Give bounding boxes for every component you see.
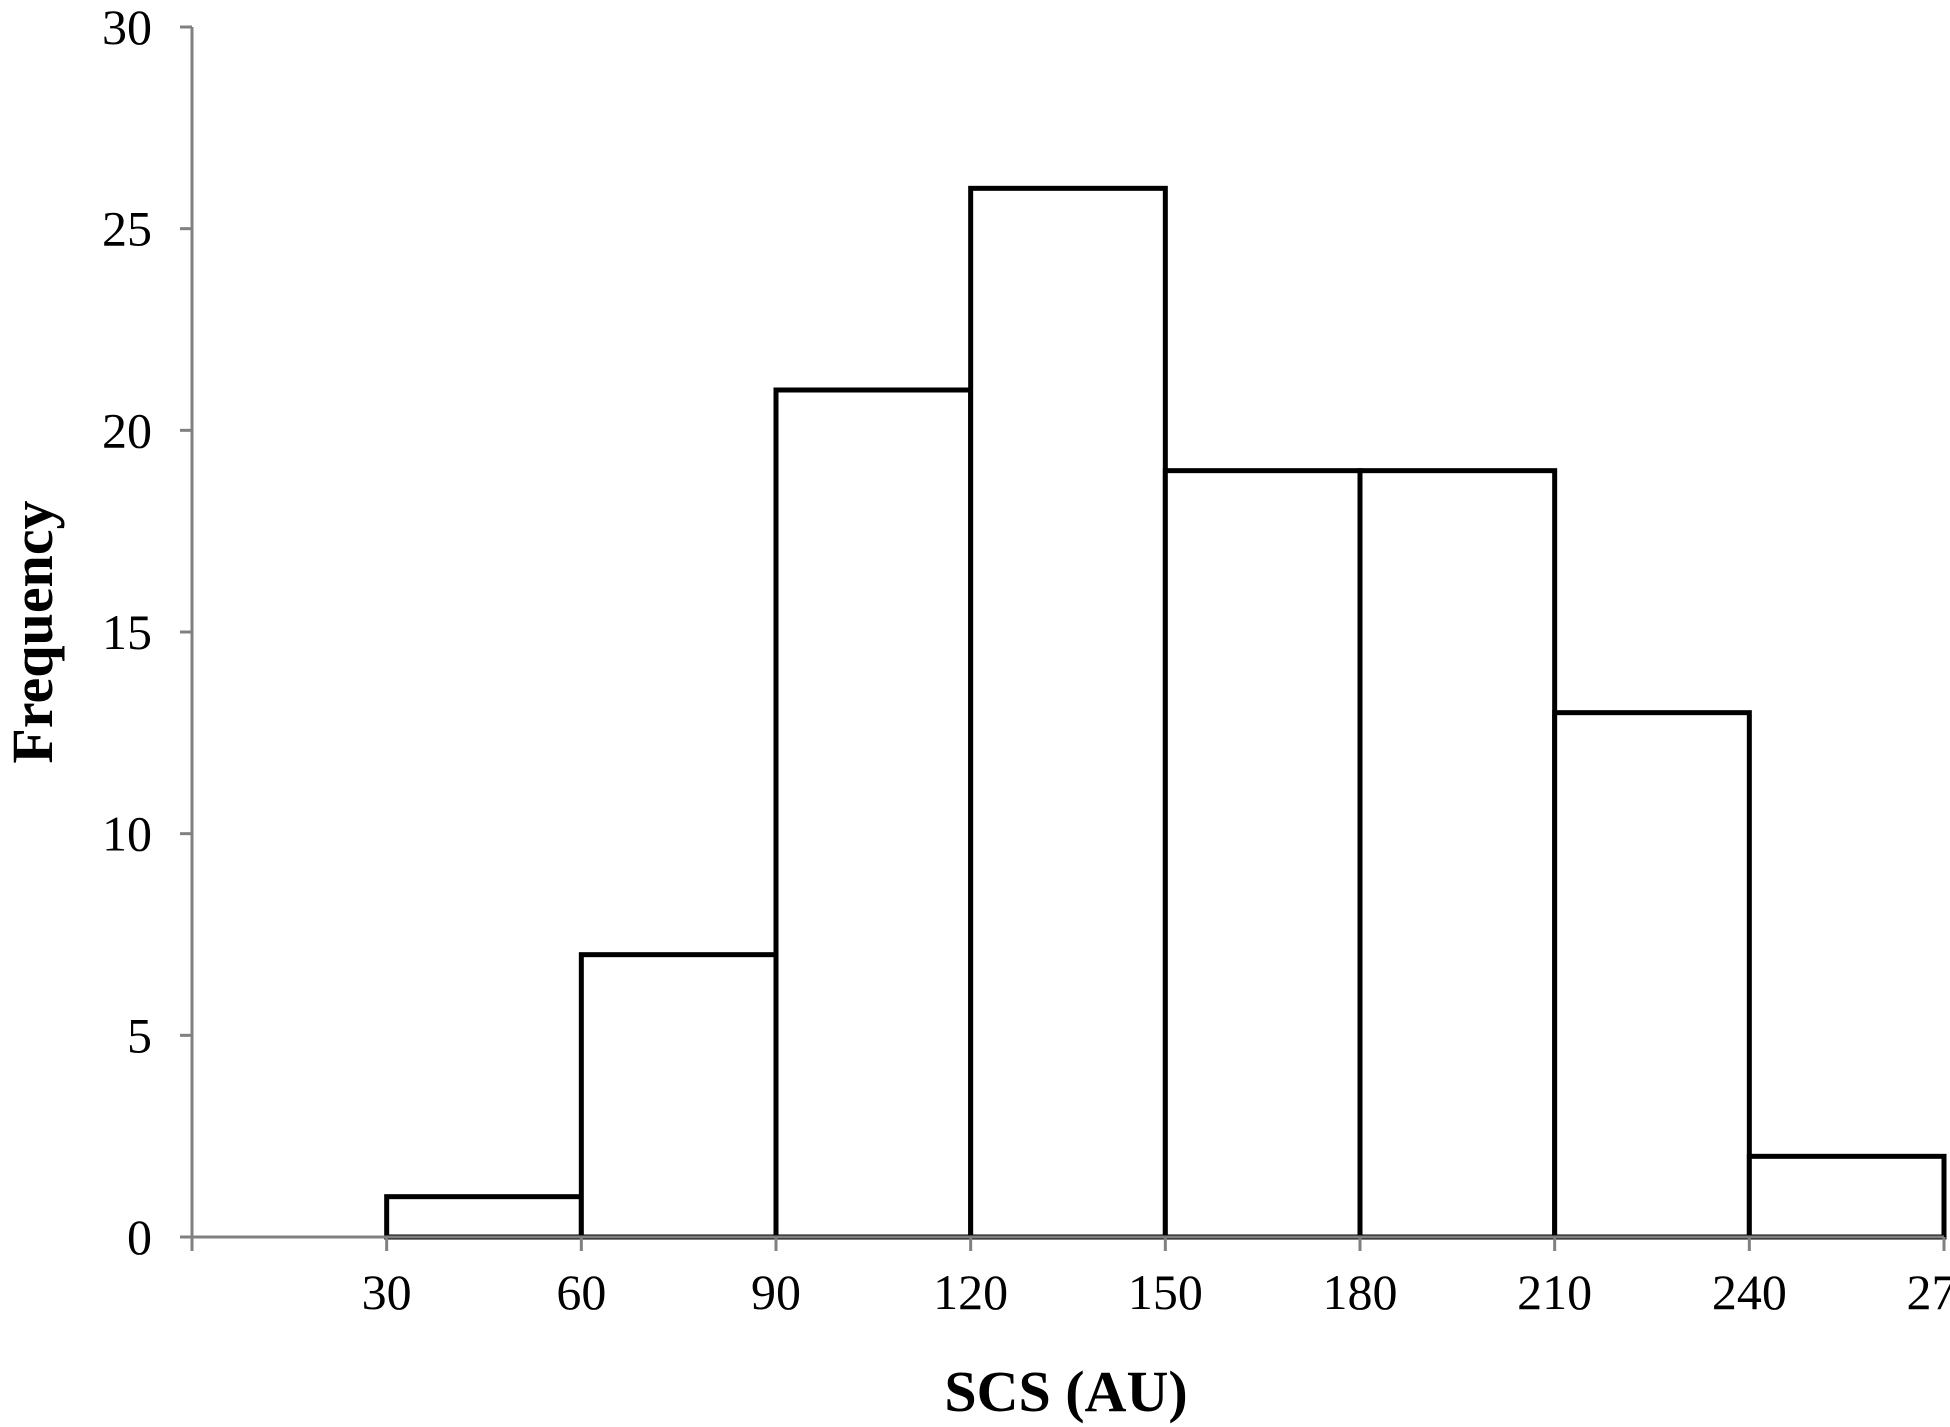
x-axis-title: SCS (AU) xyxy=(944,1359,1187,1424)
x-axis-ticks: 30 60 90 120 150 180 210 240 270 xyxy=(190,1237,1950,1320)
x-tick-label: 270 xyxy=(1907,1264,1950,1320)
y-tick-label: 5 xyxy=(127,1007,152,1063)
x-tick-label: 240 xyxy=(1712,1264,1787,1320)
x-tick-label: 90 xyxy=(751,1264,801,1320)
histogram-bar-60-90 xyxy=(578,952,779,1240)
y-axis-title: Frequency xyxy=(0,500,65,763)
y-tick-label: 30 xyxy=(102,0,152,55)
histogram-bar-90-120 xyxy=(773,387,974,1240)
y-tick-label: 20 xyxy=(102,402,152,458)
x-tick-label: 150 xyxy=(1128,1264,1203,1320)
y-tick-label: 25 xyxy=(102,201,152,257)
x-tick-label: 210 xyxy=(1517,1264,1592,1320)
x-tick-label: 60 xyxy=(556,1264,606,1320)
x-tick-label: 30 xyxy=(362,1264,412,1320)
y-tick-label: 10 xyxy=(102,806,152,862)
histogram-bar-150-180 xyxy=(1162,468,1363,1240)
y-tick-label: 0 xyxy=(127,1209,152,1265)
histogram-bar-180-210 xyxy=(1357,468,1558,1240)
y-axis-ticks: 0 5 10 15 20 25 30 xyxy=(102,0,192,1265)
x-tick-label: 180 xyxy=(1323,1264,1398,1320)
histogram-bar-30-60 xyxy=(384,1194,584,1240)
histogram-bar-240-270 xyxy=(1746,1153,1947,1240)
x-tick-label: 120 xyxy=(933,1264,1008,1320)
histogram-bars xyxy=(384,185,1947,1240)
histogram-bar-120-150 xyxy=(968,185,1168,1240)
histogram-bar-210-240 xyxy=(1552,710,1752,1240)
y-tick-label: 15 xyxy=(102,604,152,660)
